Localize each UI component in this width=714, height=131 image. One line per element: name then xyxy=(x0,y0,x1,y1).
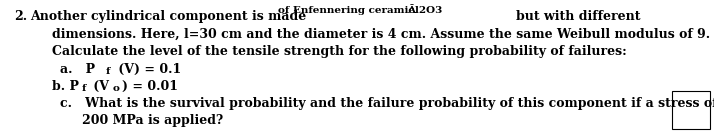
Text: (V: (V xyxy=(89,80,109,93)
Text: dimensions. Here, l=30 cm and the diameter is 4 cm. Assume the same Weibull modu: dimensions. Here, l=30 cm and the diamet… xyxy=(52,28,710,41)
Text: f: f xyxy=(106,67,111,76)
Text: ) = 0.01: ) = 0.01 xyxy=(122,80,178,93)
Text: Calculate the level of the tensile strength for the following probability of fai: Calculate the level of the tensile stren… xyxy=(52,45,627,58)
Text: but with different: but with different xyxy=(516,10,640,23)
Text: Āl2O3: Āl2O3 xyxy=(407,6,442,15)
Text: b. P: b. P xyxy=(52,80,79,93)
Text: Another cylindrical component is made: Another cylindrical component is made xyxy=(30,10,306,23)
Text: c.   What is the survival probability and the failure probability of this compon: c. What is the survival probability and … xyxy=(60,97,714,110)
Text: 2.: 2. xyxy=(14,10,27,23)
Bar xyxy=(672,91,710,129)
Text: of Enfennering ceramic: of Enfennering ceramic xyxy=(278,6,415,15)
Text: f: f xyxy=(82,84,86,93)
Text: a.   P: a. P xyxy=(60,63,95,76)
Text: 200 MPa is applied?: 200 MPa is applied? xyxy=(82,114,223,127)
Text: o: o xyxy=(113,84,120,93)
Text: (V) = 0.1: (V) = 0.1 xyxy=(114,63,181,76)
